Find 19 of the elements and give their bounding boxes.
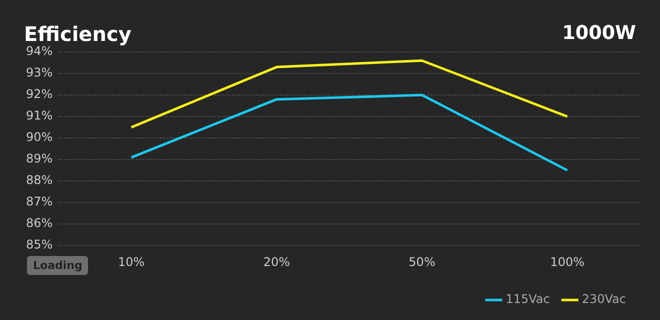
legend-label: 230Vac <box>582 292 626 306</box>
legend-label: 115Vac <box>506 292 550 306</box>
y-tick-label: 88% <box>26 173 53 188</box>
x-tick-label: 10% <box>118 254 145 269</box>
chart-title: Efficiency <box>24 22 132 46</box>
y-tick-label: 94% <box>26 44 53 58</box>
chart-subtitle: 1000W <box>562 22 636 44</box>
y-tick-label: 92% <box>26 87 53 102</box>
x-tick-label: 20% <box>263 254 290 269</box>
y-tick-label: 90% <box>26 130 53 144</box>
x-tick-label: 100% <box>550 254 584 269</box>
y-tick-label: 87% <box>26 194 53 209</box>
x-axis-title: Loading <box>27 256 88 275</box>
x-tick-label: 50% <box>408 254 436 269</box>
y-tick-label: 86% <box>26 216 53 230</box>
y-tick-label: 93% <box>26 66 53 80</box>
y-tick-label: 89% <box>26 152 53 166</box>
y-tick-label: 91% <box>26 108 53 123</box>
y-tick-label: 85% <box>26 238 53 252</box>
